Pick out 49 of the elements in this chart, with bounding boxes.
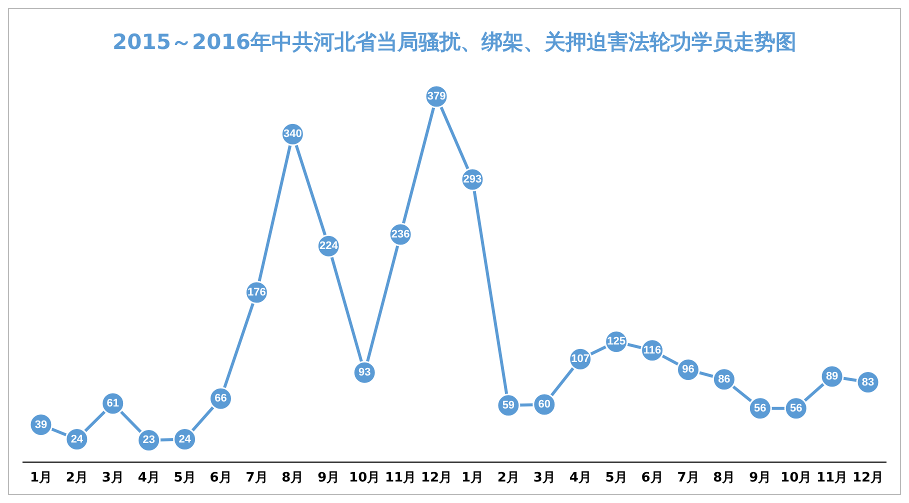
data-label: 24: [178, 433, 192, 446]
x-tick-label: 12月: [852, 470, 884, 486]
x-tick-label: 6月: [210, 470, 232, 486]
data-label: 86: [718, 373, 730, 386]
x-tick-label: 4月: [138, 470, 160, 486]
x-tick-label: 8月: [282, 470, 304, 486]
x-tick-label: 10月: [780, 470, 812, 486]
x-tick-label: 3月: [533, 470, 556, 486]
x-tick-label: 8月: [713, 470, 736, 486]
data-label: 24: [70, 433, 84, 446]
data-label: 107: [571, 353, 590, 366]
data-label: 236: [391, 228, 410, 241]
x-tick-label: 3月: [102, 470, 124, 486]
x-tick-label: 1月: [461, 470, 484, 486]
data-label: 59: [502, 399, 515, 412]
data-label: 56: [754, 402, 766, 414]
x-tick-label: 6月: [641, 470, 664, 486]
data-label: 125: [607, 336, 626, 348]
x-tick-label: 5月: [605, 470, 628, 486]
data-label: 89: [826, 370, 838, 382]
x-tick-label: 7月: [677, 470, 700, 486]
x-tick-label: 7月: [246, 470, 268, 486]
data-label: 93: [358, 366, 371, 379]
data-label: 61: [106, 398, 120, 410]
x-tick-label: 5月: [174, 470, 196, 486]
x-tick-label: 2月: [497, 470, 520, 486]
data-label: 66: [214, 392, 227, 405]
x-tick-label: 11月: [816, 470, 848, 486]
data-label: 224: [319, 240, 339, 252]
data-label: 23: [142, 434, 155, 446]
data-label: 96: [682, 364, 694, 376]
data-label: 83: [862, 376, 874, 388]
x-tick-label: 2月: [66, 470, 88, 486]
data-label: 340: [284, 128, 302, 140]
chart-title: 2015～2016年中共河北省当局骚扰、绑架、关押迫害法轮功学员走势图: [112, 30, 796, 54]
x-tick-label: 10月: [349, 470, 380, 486]
x-tick-label: 9月: [318, 470, 340, 486]
x-tick-label: 1月: [30, 470, 52, 486]
x-tick-label: 11月: [385, 470, 416, 486]
data-label: 176: [248, 286, 266, 299]
data-label: 56: [790, 402, 802, 414]
data-label: 39: [34, 418, 48, 431]
data-label: 293: [463, 174, 482, 186]
x-tick-label: 4月: [569, 470, 592, 486]
data-label: 60: [538, 398, 551, 410]
x-tick-label: 12月: [420, 470, 452, 486]
data-label: 379: [427, 90, 446, 103]
data-label: 116: [643, 344, 662, 356]
x-tick-label: 9月: [749, 470, 772, 486]
